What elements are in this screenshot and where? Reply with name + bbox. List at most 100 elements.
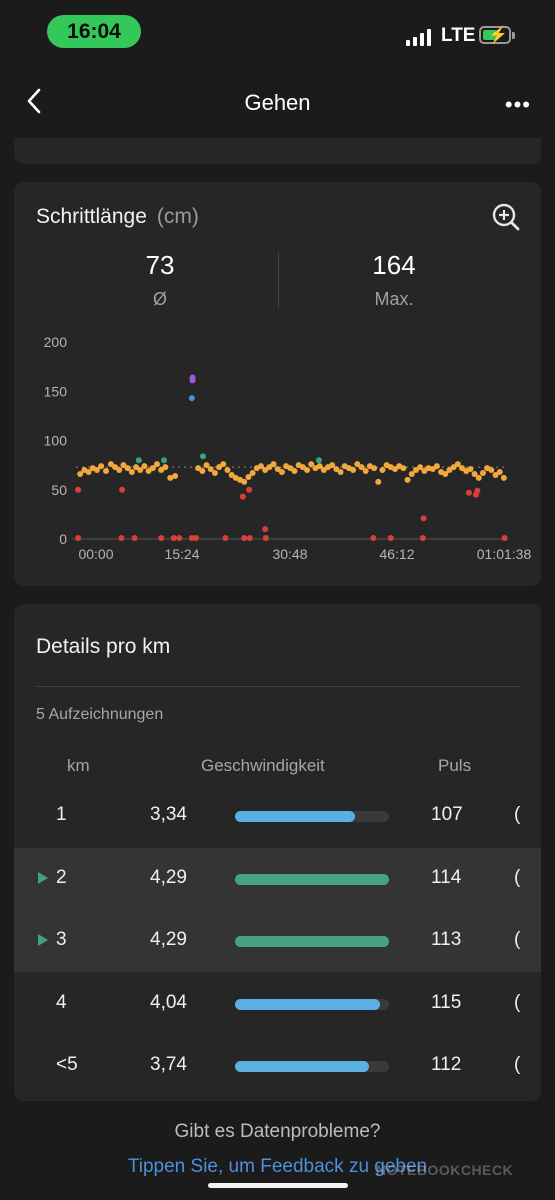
data-point xyxy=(245,473,252,480)
data-point xyxy=(354,461,361,468)
data-point xyxy=(98,463,105,470)
data-point xyxy=(107,461,114,468)
data-point xyxy=(131,535,138,542)
table-row[interactable]: 2 4,29 114 ( xyxy=(14,848,541,910)
data-point xyxy=(112,464,119,471)
row-km: <5 xyxy=(56,1054,78,1075)
data-point xyxy=(450,464,457,471)
more-options-icon[interactable]: ••• xyxy=(504,92,531,117)
speed-bar xyxy=(235,874,389,885)
table-row[interactable]: 4 4,04 115 ( xyxy=(14,973,541,1035)
y-tick-label: 0 xyxy=(59,531,67,547)
data-point xyxy=(379,467,386,474)
data-point xyxy=(77,470,84,477)
data-point xyxy=(375,478,382,485)
data-point xyxy=(149,465,156,472)
data-point xyxy=(479,470,486,477)
speed-bar xyxy=(235,936,389,947)
network-label: LTE xyxy=(441,25,476,46)
data-point xyxy=(228,471,235,478)
previous-card-bottom xyxy=(14,138,541,164)
data-point xyxy=(75,535,82,542)
data-point xyxy=(291,468,298,475)
data-point xyxy=(488,467,495,474)
data-point xyxy=(128,469,135,476)
data-point xyxy=(287,465,294,472)
data-point xyxy=(262,467,269,474)
row-pulse: 113 xyxy=(431,929,462,950)
average-stat: 73 Ø xyxy=(60,250,260,310)
data-point xyxy=(241,478,248,485)
card-unit: (cm) xyxy=(156,205,199,228)
table-row[interactable]: <5 3,74 112 ( xyxy=(14,1035,541,1097)
data-point xyxy=(400,465,407,472)
row-km: 2 xyxy=(56,867,67,888)
row-pulse: 114 xyxy=(431,867,462,888)
stat-divider xyxy=(278,252,279,308)
data-point xyxy=(474,487,481,494)
average-label: Ø xyxy=(152,289,167,309)
x-tick-label: 46:12 xyxy=(379,546,414,562)
nav-bar: Gehen ••• xyxy=(0,78,555,128)
data-point xyxy=(471,470,478,477)
table-row[interactable]: 3 4,29 113 ( xyxy=(14,910,541,972)
data-point xyxy=(200,453,207,460)
data-point xyxy=(257,463,264,470)
feedback-link[interactable]: Tippen Sie, um Feedback zu geben xyxy=(127,1156,428,1177)
data-point xyxy=(270,461,277,468)
status-time: 16:04 xyxy=(47,15,141,48)
data-point xyxy=(442,470,449,477)
y-tick-label: 100 xyxy=(44,433,68,449)
data-point xyxy=(370,535,377,542)
data-point xyxy=(320,467,327,474)
data-point xyxy=(420,515,427,522)
data-point xyxy=(195,465,202,472)
page-title: Gehen xyxy=(244,90,311,115)
row-pulse: 112 xyxy=(431,1054,462,1075)
row-overflow-text: ( xyxy=(514,1054,521,1075)
row-speed: 4,04 xyxy=(150,992,187,1013)
data-point xyxy=(137,467,144,474)
zoom-in-icon[interactable] xyxy=(491,202,521,232)
row-overflow-text: ( xyxy=(514,929,521,950)
data-point xyxy=(358,464,365,471)
row-km: 3 xyxy=(56,929,67,950)
data-point xyxy=(316,463,323,470)
data-point xyxy=(433,463,440,470)
data-point xyxy=(308,461,315,468)
data-point xyxy=(133,464,140,471)
data-point xyxy=(371,465,378,472)
data-point xyxy=(199,468,206,475)
y-tick-label: 50 xyxy=(51,482,67,498)
data-point xyxy=(203,462,210,469)
back-icon[interactable] xyxy=(22,86,50,116)
row-speed: 3,34 xyxy=(150,804,187,825)
data-point xyxy=(446,467,453,474)
card-title: Schrittlänge (cm) xyxy=(36,205,199,229)
data-point xyxy=(153,461,160,468)
data-point xyxy=(176,535,183,542)
speed-bar-track xyxy=(235,811,389,822)
data-point xyxy=(429,466,436,473)
data-point xyxy=(85,469,92,476)
data-point xyxy=(158,467,165,474)
home-indicator[interactable] xyxy=(208,1183,348,1188)
data-point xyxy=(224,467,231,474)
data-point xyxy=(475,474,482,481)
row-speed: 3,74 xyxy=(150,1054,187,1075)
data-point xyxy=(387,535,394,542)
data-problem-question: Gibt es Datenprobleme? xyxy=(174,1121,381,1142)
data-point xyxy=(492,471,499,478)
data-point xyxy=(362,468,369,475)
play-marker-icon xyxy=(38,872,48,884)
data-point xyxy=(262,535,269,542)
data-point xyxy=(167,474,174,481)
row-overflow-text: ( xyxy=(514,992,521,1013)
table-row[interactable]: 1 3,34 107 ( xyxy=(14,785,541,847)
divider xyxy=(36,686,520,687)
signal-icon xyxy=(406,28,431,46)
card-title-text: Schrittlänge xyxy=(36,205,147,228)
row-speed: 4,29 xyxy=(150,929,187,950)
data-point xyxy=(249,470,256,477)
data-point xyxy=(501,535,508,542)
